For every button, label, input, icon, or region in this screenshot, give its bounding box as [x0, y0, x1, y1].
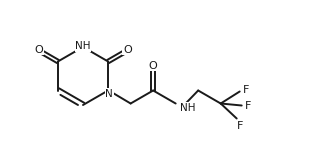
Text: F: F: [244, 100, 251, 111]
Text: F: F: [236, 120, 243, 131]
Text: NH: NH: [75, 41, 91, 51]
Text: O: O: [123, 45, 132, 54]
Text: O: O: [149, 61, 157, 70]
Text: N: N: [105, 89, 113, 99]
Text: F: F: [242, 85, 249, 95]
Text: O: O: [34, 45, 43, 54]
Text: NH: NH: [180, 103, 195, 112]
